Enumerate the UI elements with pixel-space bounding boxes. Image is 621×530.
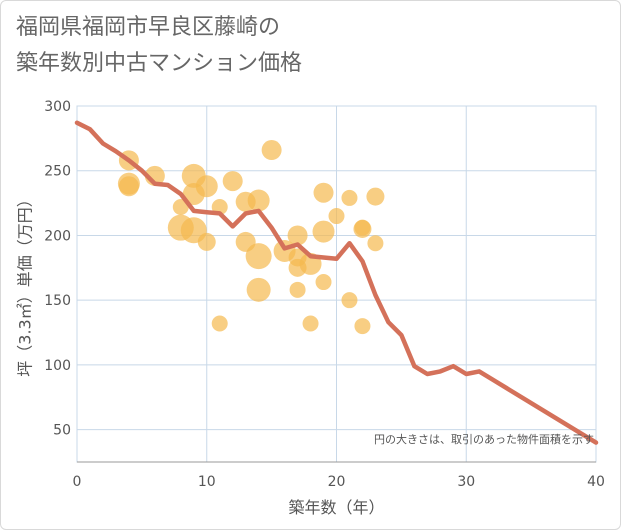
bubble-point xyxy=(315,274,332,291)
bubble-point xyxy=(289,281,306,298)
bubble-point xyxy=(245,243,272,270)
bubble-point xyxy=(312,220,335,243)
x-tick-label: 0 xyxy=(73,474,82,490)
y-tick-label: 150 xyxy=(44,293,71,309)
x-tick-label: 20 xyxy=(328,474,346,490)
bubble-point xyxy=(118,176,139,197)
y-tick-label: 100 xyxy=(44,358,71,374)
bubble-point xyxy=(302,315,319,332)
bubble-point xyxy=(353,219,372,238)
y-axis-title: 坪（3.3㎡）単価（万円） xyxy=(16,191,35,376)
bubble-point xyxy=(366,187,385,206)
bubble-size-note: 円の大きさは、取引のあった物件面積を示す xyxy=(374,432,594,446)
y-tick-label: 250 xyxy=(44,164,71,180)
bubble-point xyxy=(222,171,243,192)
bubble-point xyxy=(247,189,270,212)
y-tick-label: 300 xyxy=(44,99,71,115)
bubble-point xyxy=(354,318,371,335)
x-tick-label: 40 xyxy=(587,474,605,490)
trend-line-series xyxy=(74,120,599,445)
bubble-point xyxy=(313,182,334,203)
bubble-point xyxy=(287,225,308,246)
bubble-point xyxy=(328,208,345,225)
y-tick-label: 50 xyxy=(53,423,71,439)
bubble-point xyxy=(341,189,358,206)
chart-title: 福岡県福岡市早良区藤崎の 築年数別中古マンション価格 xyxy=(16,10,302,82)
chart-title-line-1: 福岡県福岡市早良区藤崎の xyxy=(16,15,281,40)
axes: 0 10 20 30 40 50 100 150 200 250 300 xyxy=(44,99,605,490)
bubble-point xyxy=(172,198,189,215)
bubble-point xyxy=(195,175,218,198)
x-tick-label: 30 xyxy=(457,474,475,490)
bubble-series xyxy=(117,140,385,335)
bubble-point xyxy=(261,140,282,161)
chart-title-line-2: 築年数別中古マンション価格 xyxy=(16,51,303,76)
bubble-point xyxy=(246,277,271,302)
trend-line xyxy=(74,120,599,445)
bubble-point xyxy=(341,292,358,309)
bubble-point xyxy=(367,235,384,252)
x-axis-title: 築年数（年） xyxy=(288,498,384,517)
grid-lines xyxy=(76,105,597,463)
y-tick-label: 200 xyxy=(44,228,71,244)
bubble-point xyxy=(211,315,228,332)
x-tick-label: 10 xyxy=(198,474,216,490)
bubble-point xyxy=(197,232,216,251)
